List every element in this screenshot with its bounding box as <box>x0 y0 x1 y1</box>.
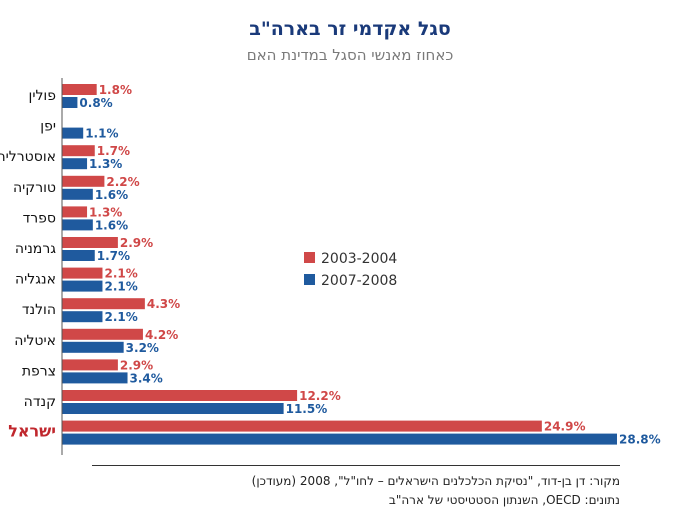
bar-series-2 <box>62 97 78 108</box>
data-label: 2.1% <box>104 267 137 281</box>
data-label: 1.6% <box>95 218 128 232</box>
bar-series-2 <box>62 403 284 414</box>
legend: 2003-2004 2007-2008 <box>304 251 397 289</box>
legend-label: 2003-2004 <box>321 251 397 267</box>
data-label: 4.2% <box>145 328 178 342</box>
data-label: 2.1% <box>104 310 137 324</box>
category-label: אוסטרליה <box>0 149 56 165</box>
legend-label: 2007-2008 <box>321 273 397 289</box>
data-label: 2.1% <box>104 280 137 294</box>
data-label: 1.7% <box>97 144 130 158</box>
bar-series-2 <box>62 127 84 139</box>
data-label: 1.3% <box>89 205 122 219</box>
bar-series-2 <box>62 280 103 292</box>
labels-layer: פולין 1.8%0.8%יפן 1.1%אוסטרליה 1.7%1.3%טורק… <box>0 83 661 447</box>
bar-series-1 <box>62 267 103 279</box>
category-label: גרמניה <box>15 241 56 257</box>
category-label: קנדה <box>24 394 56 410</box>
bar-series-1 <box>62 298 145 310</box>
bar-series-2 <box>62 433 617 445</box>
data-label: 1.8% <box>99 83 132 97</box>
category-label: יפן <box>40 119 56 135</box>
category-label: צרפת <box>22 363 56 379</box>
bar-series-2 <box>62 158 88 170</box>
chart-title: סגל אקדמי זר בארה"ב <box>249 18 451 40</box>
category-label: הולנד <box>22 302 56 318</box>
bar-series-1 <box>62 84 97 95</box>
bar-series-1 <box>62 145 95 157</box>
bar-series-2 <box>62 311 103 323</box>
bar-series-1 <box>62 359 118 371</box>
chart-subtitle: כאחוז מאנשי הסגל במדינת האם <box>246 46 454 64</box>
bar-series-2 <box>62 250 95 261</box>
bar-series-2 <box>62 188 93 200</box>
category-label: פולין <box>29 88 56 104</box>
source-line: מקור: דן בן-דוד, "נסיקת הכלכלנים הישראלי… <box>251 474 620 488</box>
bar-series-2 <box>62 341 124 353</box>
bar-series-1 <box>62 420 542 432</box>
bar-series-1 <box>62 390 298 401</box>
data-label: 4.3% <box>147 297 180 311</box>
data-label: 0.8% <box>79 96 112 110</box>
bar-series-2 <box>62 372 128 384</box>
legend-swatch <box>304 252 315 263</box>
data-label: 2.9% <box>120 358 153 372</box>
bar-series-1 <box>62 206 88 218</box>
bar-chart: פולין 1.8%0.8%יפן 1.1%אוסטרליה 1.7%1.3%טורק… <box>0 78 661 455</box>
data-label: 3.2% <box>126 341 159 355</box>
data-source-line: נתונים: OECD, השנתון הסטטיסטי של ארה"ב <box>388 493 620 507</box>
data-label: 1.1% <box>85 127 118 141</box>
category-label: טורקיה <box>13 180 56 196</box>
data-label: 11.5% <box>286 402 328 416</box>
bar-series-1 <box>62 328 143 340</box>
category-label: איטליה <box>14 333 56 349</box>
data-label: 1.7% <box>97 249 130 263</box>
data-label: 3.4% <box>130 371 163 385</box>
data-label: 2.2% <box>106 175 139 189</box>
data-label: 1.3% <box>89 157 122 171</box>
bars-layer <box>62 84 617 445</box>
data-label: 12.2% <box>299 389 341 403</box>
bar-series-2 <box>62 219 93 231</box>
source-note: מקור: דן בן-דוד, "נסיקת הכלכלנים הישראלי… <box>92 465 620 507</box>
category-label: אנגליה <box>15 272 56 288</box>
legend-swatch <box>304 274 315 285</box>
bar-series-1 <box>62 237 118 248</box>
data-label: 1.6% <box>95 188 128 202</box>
data-label: 24.9% <box>544 420 586 434</box>
data-label: 2.9% <box>120 236 153 250</box>
category-label: ספרד <box>23 210 56 226</box>
bar-series-1 <box>62 175 105 187</box>
data-label: 28.8% <box>619 433 661 447</box>
category-label: ישראל <box>8 422 56 441</box>
